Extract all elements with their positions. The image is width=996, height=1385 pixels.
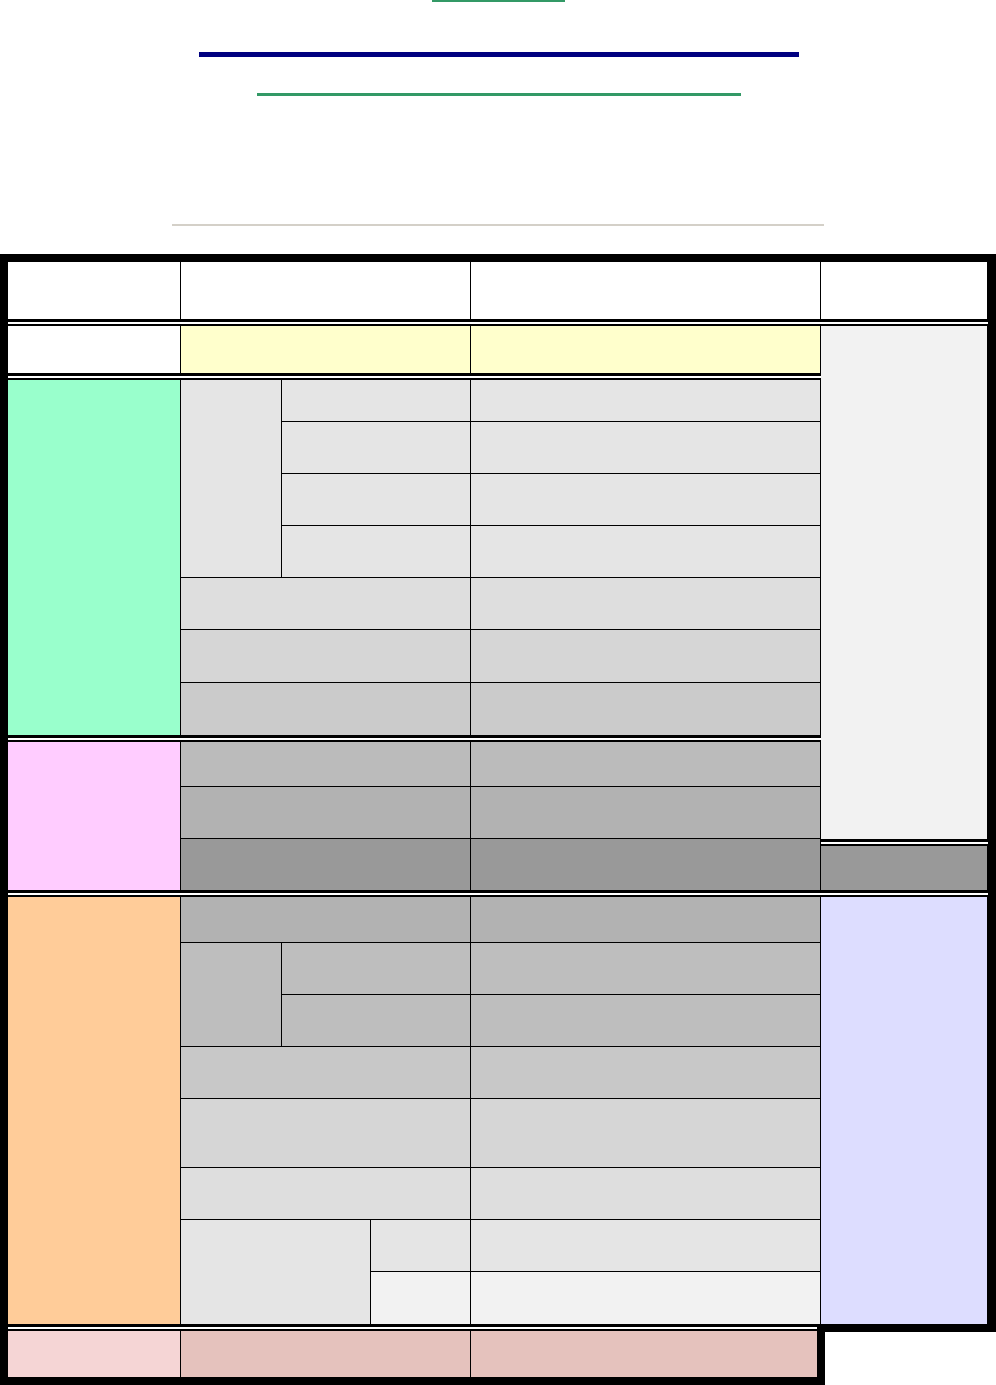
header-cell	[471, 262, 821, 320]
cell	[471, 943, 821, 995]
top-rule	[432, 0, 565, 2]
cell	[471, 1168, 821, 1220]
group-divider-gap	[8, 893, 988, 895]
cell	[181, 1099, 471, 1168]
title-rule	[199, 52, 799, 57]
header-cell	[181, 262, 471, 320]
cell	[471, 995, 821, 1047]
header-divider-gap	[8, 322, 988, 324]
cell	[471, 1220, 821, 1272]
cell	[471, 630, 821, 683]
header-cell	[8, 262, 181, 320]
group-cell	[8, 742, 181, 891]
subtitle-rule	[257, 93, 741, 96]
group-cell	[8, 897, 181, 1325]
cell	[471, 1272, 821, 1325]
side-cell	[821, 846, 988, 891]
cell	[181, 943, 282, 1047]
cell	[282, 943, 471, 995]
cell	[181, 787, 471, 839]
cell	[181, 1168, 471, 1220]
cell	[371, 1220, 471, 1272]
group-cell	[8, 378, 181, 736]
side-cell	[821, 326, 988, 840]
cell	[181, 326, 471, 374]
cell	[181, 1220, 371, 1325]
separator-line	[172, 224, 824, 226]
footer-cell	[181, 1331, 471, 1378]
footer-right-border	[817, 1325, 825, 1385]
cell	[181, 742, 471, 787]
cell	[181, 839, 471, 891]
cell	[471, 578, 821, 630]
cell	[471, 1047, 821, 1099]
side-divider-gap	[821, 842, 988, 844]
table-bottom-right-border	[821, 1325, 996, 1332]
cell	[181, 1047, 471, 1099]
table-bottom-border	[0, 1378, 825, 1385]
cell	[282, 526, 471, 578]
cell	[181, 683, 471, 736]
cell	[181, 378, 282, 578]
cell	[181, 578, 471, 630]
footer-cell	[8, 1331, 181, 1378]
cell	[282, 474, 471, 526]
cell	[371, 1272, 471, 1325]
header-cell	[821, 262, 988, 320]
cell	[471, 897, 821, 943]
cell	[471, 526, 821, 578]
cell	[282, 378, 471, 422]
side-cell	[821, 897, 988, 1325]
cell	[471, 683, 821, 736]
table-right-border	[988, 254, 996, 1332]
group-divider-gap	[8, 738, 821, 740]
cell	[471, 378, 821, 422]
cell	[471, 422, 821, 474]
cell	[282, 995, 471, 1047]
footer-cell	[471, 1331, 821, 1378]
table-top-border	[0, 254, 996, 262]
group-divider-gap	[8, 1327, 821, 1329]
cell	[471, 742, 821, 787]
cell	[471, 787, 821, 839]
row-divider-gap	[8, 376, 821, 378]
cell	[282, 422, 471, 474]
table-left-border	[0, 254, 8, 1385]
cell	[8, 326, 181, 374]
cell	[471, 1099, 821, 1168]
cell	[471, 839, 821, 891]
cell	[471, 326, 821, 374]
cell	[471, 474, 821, 526]
cell	[181, 630, 471, 683]
cell	[181, 897, 471, 943]
